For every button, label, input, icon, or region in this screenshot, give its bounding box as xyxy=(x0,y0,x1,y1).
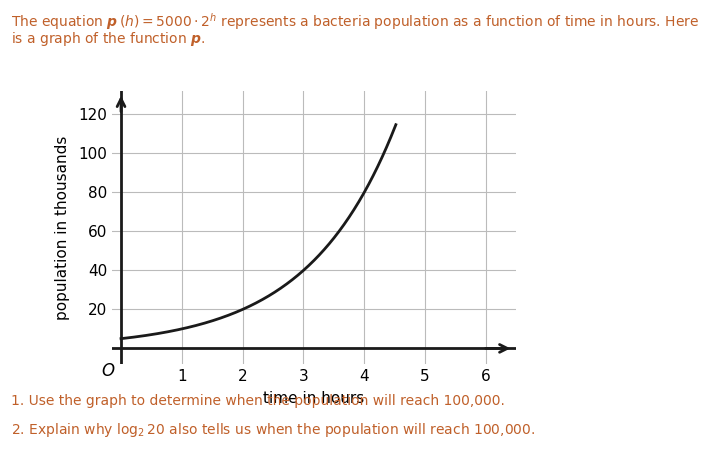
Text: is a graph of the function $\boldsymbol{p}$.: is a graph of the function $\boldsymbol{… xyxy=(11,30,205,48)
X-axis label: time in hours: time in hours xyxy=(264,391,365,406)
Text: The equation $\boldsymbol{p}\,(h) = 5000 \cdot 2^h$ represents a bacteria popula: The equation $\boldsymbol{p}\,(h) = 5000… xyxy=(11,11,699,32)
Text: O: O xyxy=(101,362,114,380)
Text: 2. Explain why $\log_2 20$ also tells us when the population will reach 100,000.: 2. Explain why $\log_2 20$ also tells us… xyxy=(11,421,535,439)
Text: 1. Use the graph to determine when the population will reach 100,000.: 1. Use the graph to determine when the p… xyxy=(11,394,505,408)
Y-axis label: population in thousands: population in thousands xyxy=(55,135,70,320)
